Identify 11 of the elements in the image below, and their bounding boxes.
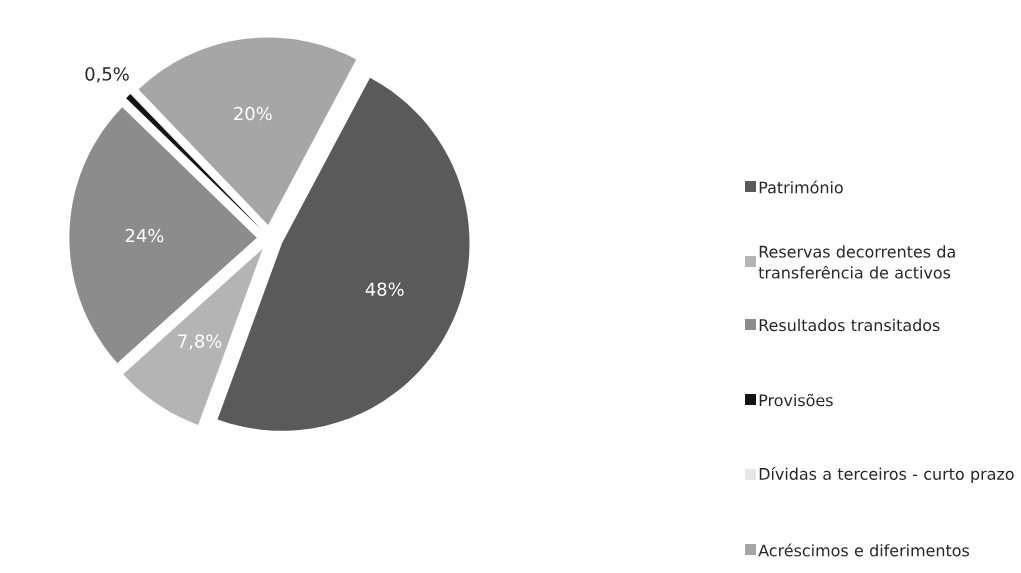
data-label: 7,8% (178, 334, 222, 350)
data-label: 48% (365, 282, 404, 296)
data-label: 20% (234, 106, 272, 121)
legend-label: Património (759, 180, 843, 194)
legend-label: Provisões (759, 393, 833, 407)
legend-label: Resultados transitados (759, 318, 940, 332)
data-label: 24% (125, 228, 164, 243)
legend-label: Acréscimos e diferimentos (758, 543, 970, 557)
legend-label: Reservas decorrentes da transferência de activos (758, 245, 955, 279)
data-label: 0,5% (85, 67, 129, 83)
legend-label: Dívidas a terceiros - curto prazo (759, 466, 1014, 484)
